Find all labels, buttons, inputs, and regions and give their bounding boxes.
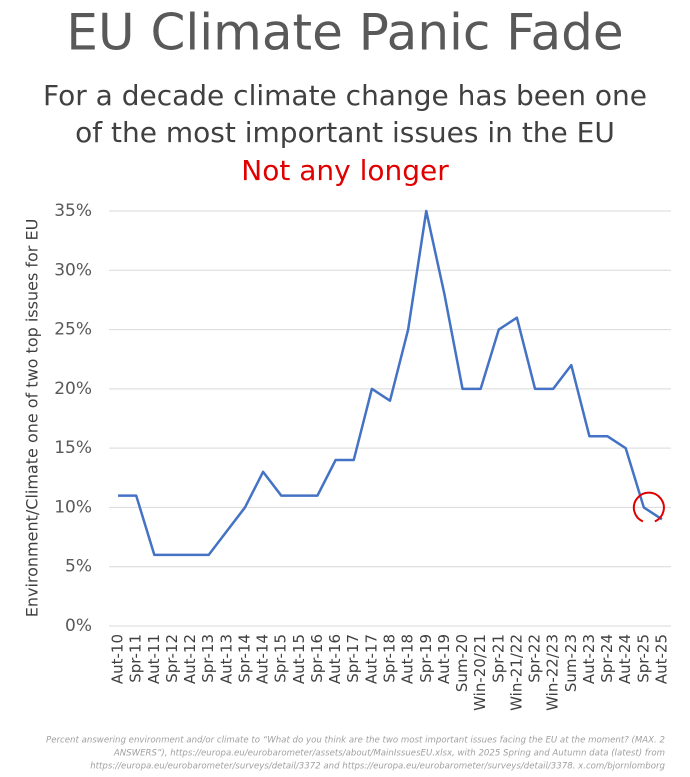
y-tick-label: 20% (54, 379, 92, 399)
x-tick-label: Win-22/23 (544, 634, 562, 711)
subtitle: of the most important issues in the EU (75, 116, 615, 149)
x-tick-label: Spr-11 (127, 634, 145, 683)
x-tick-label: Spr-22 (526, 634, 544, 683)
y-tick-label: 25% (54, 320, 92, 340)
annotation: Not any longer (241, 154, 449, 187)
x-tick-label: Aut-18 (399, 634, 417, 684)
y-tick-label: 5% (65, 557, 92, 577)
y-tick-label: 0% (65, 616, 92, 636)
highlight-circle (632, 491, 665, 523)
x-tick-label: Spr-18 (381, 634, 399, 683)
y-tick-label: 30% (54, 260, 92, 280)
x-tick-label: Spr-13 (199, 634, 217, 683)
data-line (118, 209, 663, 557)
x-tick-label: Aut-25 (652, 634, 670, 684)
x-tick-label: Win-21/22 (507, 634, 525, 711)
footnote: https://europa.eu/eurobarometer/surveys/… (90, 762, 665, 772)
subtitle: For a decade climate change has been one (43, 79, 647, 112)
x-tick-label: Aut-15 (290, 634, 308, 684)
x-tick-label: Aut-10 (109, 634, 127, 684)
x-tick-label: Spr-17 (344, 634, 362, 683)
x-tick-label: Aut-12 (181, 634, 199, 684)
chart-title: EU Climate Panic Fade (66, 4, 623, 62)
x-tick-label: Sum-23 (562, 634, 580, 692)
x-tick-label: Aut-24 (616, 634, 634, 684)
footnote: Percent answering environment and/or cli… (46, 736, 665, 746)
y-axis-label: Environment/Climate one of two top issue… (23, 219, 42, 618)
x-tick-label: Aut-14 (254, 634, 272, 684)
footnote: ANSWERS”), https://europa.eu/eurobaromet… (113, 749, 665, 759)
x-tick-label: Aut-23 (580, 634, 598, 684)
x-tick-label: Spr-16 (308, 634, 326, 683)
x-tick-label: Spr-24 (598, 634, 616, 683)
x-tick-label: Spr-25 (634, 634, 652, 683)
y-tick-label: 15% (54, 438, 92, 458)
x-tick-label: Aut-16 (326, 634, 344, 684)
x-tick-label: Aut-11 (145, 634, 163, 684)
x-tick-label: Win-20/21 (471, 634, 489, 711)
x-tick-label: Spr-21 (489, 634, 507, 683)
y-tick-label: 35% (54, 201, 92, 221)
x-tick-label: Spr-14 (235, 634, 253, 683)
x-tick-label: Spr-15 (272, 634, 290, 683)
x-tick-label: Spr-19 (417, 634, 435, 683)
x-tick-label: Sum-20 (453, 634, 471, 692)
x-tick-label: Aut-13 (217, 634, 235, 684)
y-tick-label: 10% (54, 497, 92, 517)
x-tick-label: Aut-17 (362, 634, 380, 684)
x-tick-label: Aut-19 (435, 634, 453, 684)
x-tick-label: Spr-12 (163, 634, 181, 683)
